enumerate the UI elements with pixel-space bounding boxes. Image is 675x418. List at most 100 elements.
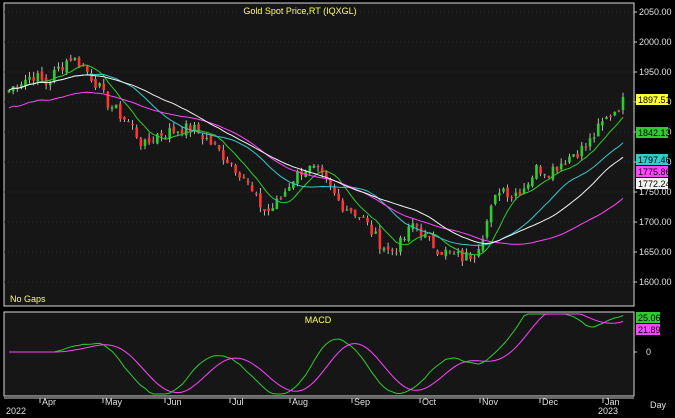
candle-body [217, 145, 221, 150]
candle-body [584, 146, 588, 148]
candle-body [226, 159, 229, 164]
x-axis: Apr May Jun Jul Aug Sep Oct Nov Dec Jan 2022 2023 Da… [4, 397, 667, 416]
candle-body [522, 188, 526, 194]
x-tick-label: Apr [42, 397, 56, 407]
candle-body [481, 238, 485, 251]
period-label: Day [650, 400, 667, 410]
candle-body [329, 178, 332, 186]
price-y-tick-label: 1650.00 [639, 247, 672, 257]
candle-body [390, 249, 394, 251]
candle-body [419, 227, 423, 237]
candle-body [613, 111, 617, 116]
candle-body [271, 208, 275, 212]
no-gaps-label: No Gaps [10, 294, 46, 304]
candle-body [172, 126, 176, 133]
candle-body [263, 208, 266, 211]
ma-line [8, 73, 624, 246]
candle-body [287, 186, 291, 191]
candle-body [61, 66, 64, 71]
candle-body [485, 220, 489, 238]
price-y-tick-label: 2000.00 [639, 37, 672, 47]
candle-body [452, 253, 456, 255]
macd-panel [3, 311, 635, 397]
candle-body [514, 192, 518, 197]
candle-body [197, 124, 200, 134]
price-value-tags: 1897.51 1842.13 1797.46 1775.86 1772.24 [636, 94, 671, 189]
candle-body [57, 66, 60, 69]
candle-body [399, 237, 402, 253]
value-tag-label: 1775.86 [638, 167, 671, 177]
candle-body [448, 251, 452, 253]
candle-body [139, 138, 143, 146]
candle-body [362, 216, 365, 218]
candle-body [160, 133, 163, 136]
candle-body [90, 73, 93, 81]
candle-body [498, 192, 501, 196]
macd-line [9, 313, 624, 394]
candle-body [53, 69, 56, 82]
candle-body [151, 140, 155, 142]
candle-body [123, 116, 126, 120]
x-tick-label: Nov [482, 397, 499, 407]
candle-body [69, 58, 73, 61]
macd-value-tags: 25.06 21.89 [636, 312, 661, 335]
candle-body [102, 83, 106, 90]
value-tag-label: 1897.51 [638, 95, 671, 105]
candle-body [176, 131, 180, 133]
value-tag-bg [636, 127, 668, 138]
x-tick-label: May [105, 397, 123, 407]
candle-body [559, 163, 563, 170]
candle-body [469, 253, 472, 259]
macd-title: MACD [305, 315, 332, 325]
candle-body [378, 229, 382, 249]
candle-body [234, 165, 237, 173]
candle-body [325, 172, 328, 179]
candle-body [473, 257, 476, 259]
candle-body [32, 77, 36, 81]
candle-body [106, 91, 110, 108]
candle-body [40, 71, 44, 80]
price-y-axis: 2050.002000.001950.001900.001850.001800.… [634, 7, 672, 287]
candle-body [189, 125, 192, 133]
candle-body [489, 205, 493, 223]
ma-line [8, 74, 624, 245]
value-tag-label: 1797.46 [638, 155, 671, 165]
candle-body [36, 73, 40, 82]
candle-body [415, 224, 419, 227]
candle-body [353, 209, 357, 217]
candle-body [168, 128, 172, 139]
candle-body [407, 226, 411, 242]
candle-body [543, 174, 547, 176]
candle-body [143, 139, 147, 146]
candle-body [526, 184, 530, 189]
candle-body [114, 104, 118, 109]
candle-body [568, 156, 571, 163]
candle-body [246, 180, 250, 183]
candle-body [259, 193, 262, 208]
value-tag-bg [636, 178, 668, 189]
candle-body [382, 248, 386, 251]
candle-body [609, 115, 612, 118]
candlestick-series [7, 54, 625, 267]
candle-body [193, 124, 196, 132]
candle-body [238, 172, 242, 178]
macd-value-tag-label: 21.89 [638, 325, 661, 335]
candle-body [279, 198, 283, 200]
candle-body [605, 117, 608, 119]
candle-body [77, 57, 81, 68]
candle-body [85, 66, 89, 72]
candle-body [28, 76, 31, 80]
candle-body [551, 166, 555, 180]
value-tag-bg [636, 154, 668, 165]
candle-body [572, 154, 575, 157]
candle-body [432, 235, 435, 249]
candle-body [184, 123, 188, 136]
macd-y-axis: 0 [634, 347, 651, 357]
value-tag-bg [636, 94, 668, 105]
candle-body [502, 188, 505, 192]
candle-body [312, 165, 316, 168]
macd-lines [9, 313, 624, 395]
candle-body [65, 60, 68, 73]
price-y-tick-label: 1750.00 [639, 187, 672, 197]
